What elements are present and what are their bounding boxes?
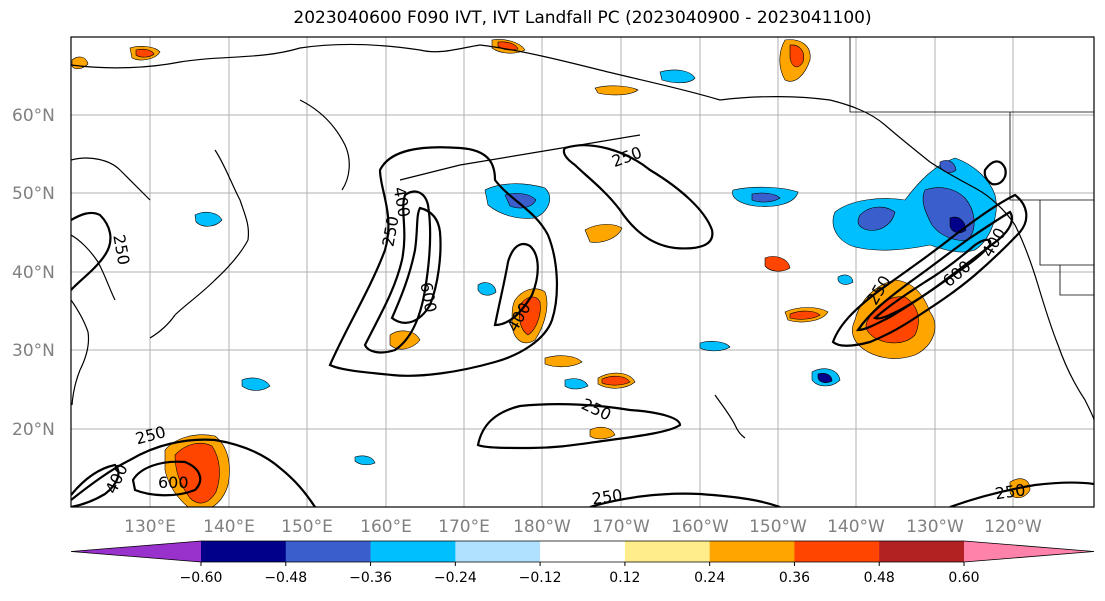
colorbar-tick-label: −0.12 [519,570,562,586]
lon-label: 140°E [203,517,255,537]
longitude-labels: 130°E 140°E 150°E 160°E 170°E 180°W 170°… [124,517,1042,537]
lon-label: 150°W [749,517,807,537]
lon-label: 130°E [124,517,176,537]
colorbar-tick-label: −0.36 [349,570,392,586]
contour-label: 250 [994,480,1027,503]
lon-label: 150°E [281,517,333,537]
lon-label: 130°W [906,517,964,537]
contour-label: 250 [591,485,624,508]
colorbar-tick-label: 0.48 [864,570,895,586]
colorbar-tick-label: 0.12 [609,570,640,586]
contour-label: 250 [579,394,615,424]
contour-label: 400 [390,185,414,218]
colorbar-extend-max [964,541,1094,562]
contour-label: 250 [109,233,133,266]
colorbar-segment [709,541,795,562]
lon-label: 170°E [438,517,490,537]
colorbar-segment [624,541,711,562]
lon-label: 180°W [513,517,571,537]
colorbar-tick-label: 0.36 [779,570,810,586]
colorbar-tick-label: −0.48 [264,570,307,586]
colorbar-segment [879,541,965,562]
colorbar-segment [285,541,372,562]
lon-label: 140°W [827,517,885,537]
colorbar-tick-label: −0.24 [434,570,477,586]
lon-label: 160°W [671,517,729,537]
lat-label: 30°N [12,341,55,361]
colorbar-segment [370,541,456,562]
colorbar-tick-label: −0.60 [180,570,223,586]
colorbar-segment [794,541,880,562]
colorbar-tick-label: 0.24 [694,570,725,586]
coastlines [71,43,1094,439]
lon-label: 160°E [360,517,412,537]
colorbar-segment [455,541,541,562]
lat-label: 20°N [12,420,55,440]
contour-labels: 250 250 250 400 600 400 250 250 250 400 … [102,143,1027,508]
contour-label: 400 [102,461,132,497]
contour-label: 600 [158,473,189,492]
lat-label: 50°N [12,184,55,204]
colorbar-segment [540,541,626,562]
borders [849,37,1094,296]
map-title: 2023040600 F090 IVT, IVT Landfall PC (20… [293,8,872,28]
colorbar: −0.60 −0.48 −0.36 −0.24 −0.12 0.12 0.24 0.36 0.4… [70,540,1095,586]
lon-label: 120°W [984,517,1042,537]
colorbar-extend-min [71,541,201,562]
contour-label: 250 [609,143,644,171]
latitude-labels: 60°N 50°N 40°N 30°N 20°N [12,106,55,440]
map-frame [70,36,1095,508]
colorbar-segment [201,541,287,562]
contour-label: 250 [379,215,403,248]
lat-label: 40°N [12,263,55,283]
ivt-contours [71,144,1094,507]
colorbar-tick-label: 0.60 [948,570,979,586]
lat-label: 60°N [12,106,55,126]
lon-label: 170°W [592,517,650,537]
ivt-anomaly-shading [71,39,1031,507]
